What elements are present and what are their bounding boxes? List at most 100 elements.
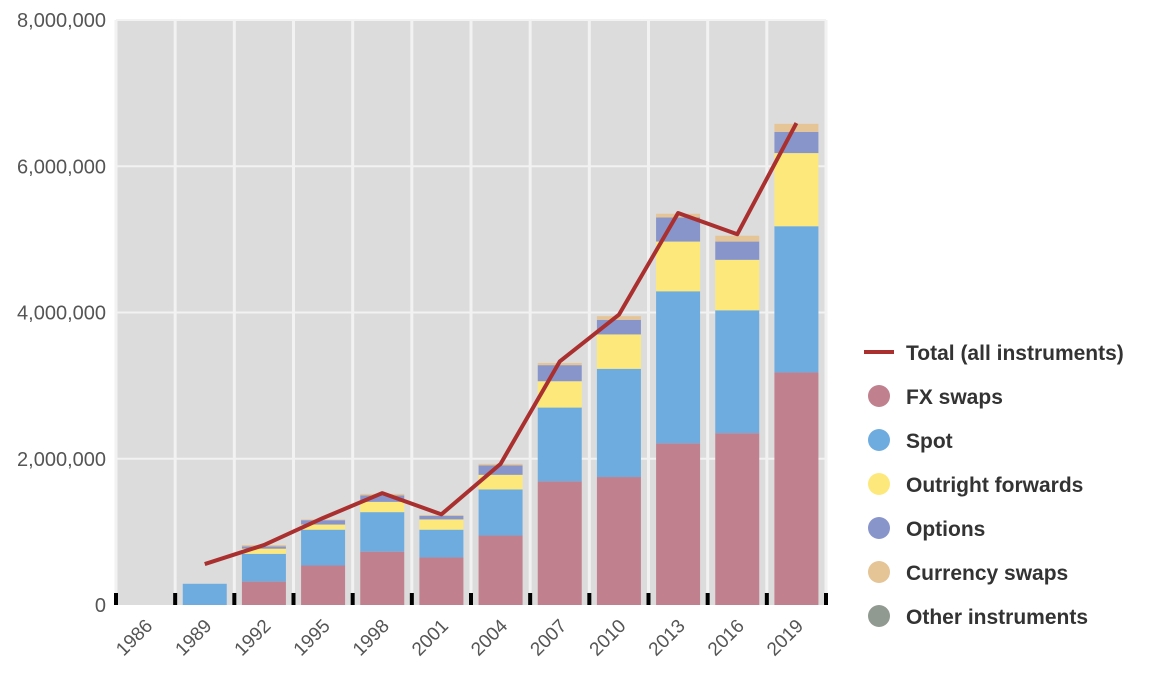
x-tick-label: 1986 (112, 616, 157, 661)
bar-stack-2019 (774, 123, 819, 605)
legend-item-fx-swaps: FX swaps (868, 385, 1003, 409)
x-tick-label: 2004 (467, 615, 512, 660)
bar-stack-1989 (182, 583, 227, 605)
bar-segment-spot (301, 529, 346, 566)
bar-stack-2016 (715, 235, 760, 605)
x-axis-tick-mark (114, 593, 118, 605)
bar-segment-spot (419, 529, 464, 558)
bar-stack-1995 (301, 519, 346, 605)
legend-dot-swatch (868, 385, 890, 407)
legend-item-currency-swaps: Currency swaps (868, 561, 1068, 585)
bar-stack-1998 (360, 493, 405, 605)
bar-segment-options (301, 520, 346, 525)
legend-label: Options (906, 518, 985, 541)
legend-dot-swatch (868, 473, 890, 495)
total-line-layer (204, 122, 799, 566)
y-axis-tick-labels: 0 2,000,000 4,000,000 6,000,000 8,000,000 (17, 10, 106, 617)
bar-segment-fx-swaps (656, 443, 701, 605)
x-axis-tick-mark (291, 593, 296, 605)
x-axis-tick-marks (114, 593, 828, 605)
bar-segment-spot (537, 407, 582, 482)
x-tick-label: 1995 (290, 616, 335, 661)
x-axis-tick-mark (705, 593, 710, 605)
bar-segment-fx-swaps (715, 433, 760, 605)
bar-segment-fx-swaps (537, 481, 582, 605)
bar-segment-spot (360, 512, 405, 552)
bar-segment-outright-forwards (360, 501, 405, 513)
x-axis-tick-mark (646, 593, 651, 605)
bar-segment-fx-swaps (774, 372, 819, 605)
legend-item-options: Options (868, 517, 985, 541)
bar-stack-2007 (537, 362, 582, 605)
x-axis-tick-mark (824, 593, 828, 605)
x-tick-label: 2007 (527, 616, 572, 661)
bar-segment-outright-forwards (596, 334, 641, 369)
bar-segment-options (419, 515, 464, 520)
legend-label: Outright forwards (906, 474, 1083, 497)
legend-label: Total (all instruments) (906, 342, 1124, 365)
bar-segment-fx-swaps (596, 477, 641, 605)
legend-dot-swatch (868, 429, 890, 451)
legend-item-outright-forwards: Outright forwards (868, 473, 1083, 497)
bar-segment-outright-forwards (419, 519, 464, 530)
x-axis-tick-mark (350, 593, 355, 605)
bar-segment-spot (774, 226, 819, 373)
bar-segment-options (715, 241, 760, 260)
x-tick-label: 1992 (231, 616, 276, 661)
bar-segment-fx-swaps (301, 565, 346, 605)
bar-segment-outright-forwards (478, 474, 523, 490)
horizontal-gridlines (116, 19, 826, 460)
x-axis-tick-mark (528, 593, 533, 605)
y-tick-label: 6,000,000 (17, 156, 106, 178)
legend-dot-swatch (868, 605, 890, 627)
legend-label: Other instruments (906, 606, 1088, 629)
x-axis-tick-mark (232, 593, 237, 605)
legend-item-other-instruments: Other instruments (868, 605, 1088, 629)
bar-segment-options (478, 465, 523, 475)
x-axis-tick-mark (469, 593, 473, 605)
y-tick-label: 2,000,000 (17, 449, 106, 471)
x-axis-tick-mark (173, 593, 178, 605)
total-line (204, 122, 799, 566)
x-axis-tick-mark (764, 593, 769, 605)
bar-segment-spot (182, 583, 227, 605)
bar-segment-options (360, 495, 405, 502)
x-tick-label: 1989 (172, 616, 217, 661)
bar-segment-options (241, 546, 286, 549)
x-axis-tick-labels: 1986 1989 1992 1995 1998 2001 2004 2007 2010 2013… (112, 615, 808, 660)
y-tick-label: 0 (95, 595, 106, 617)
bar-segment-fx-swaps (360, 551, 405, 605)
bar-stack-1992 (241, 545, 286, 605)
legend-label: Spot (906, 430, 953, 453)
bar-segment-outright-forwards (715, 259, 760, 311)
bar-stack-2004 (478, 463, 523, 605)
bar-segment-currency-swaps (715, 235, 760, 242)
bar-segment-fx-swaps (478, 535, 523, 605)
bar-segment-spot (596, 368, 641, 478)
y-tick-label: 8,000,000 (17, 10, 106, 32)
bar-segment-currency-swaps (596, 316, 641, 320)
bar-stack-2010 (596, 316, 641, 605)
bar-segment-spot (656, 291, 701, 444)
legend-label: FX swaps (906, 386, 1003, 409)
bar-segment-spot (478, 489, 523, 536)
legend-item-spot: Spot (868, 429, 953, 453)
x-axis-tick-mark (409, 593, 414, 605)
y-tick-label: 4,000,000 (17, 303, 106, 325)
bar-segment-options (537, 365, 582, 382)
x-tick-label: 2010 (586, 616, 631, 661)
bar-segment-outright-forwards (301, 524, 346, 530)
legend-dot-swatch (868, 561, 890, 583)
x-tick-label: 2016 (704, 616, 749, 661)
bar-segment-outright-forwards (656, 241, 701, 292)
bar-segment-spot (241, 553, 286, 582)
bar-segment-spot (715, 310, 760, 434)
bar-stacks (182, 123, 819, 605)
legend-item-total-all-instruments-: Total (all instruments) (864, 342, 1124, 365)
bar-stack-2013 (656, 213, 701, 605)
bar-segment-currency-swaps (774, 123, 819, 132)
x-tick-label: 2013 (645, 616, 690, 661)
legend: Total (all instruments) FX swaps Spot Outri… (864, 342, 1124, 629)
x-axis-tick-mark (587, 593, 592, 605)
